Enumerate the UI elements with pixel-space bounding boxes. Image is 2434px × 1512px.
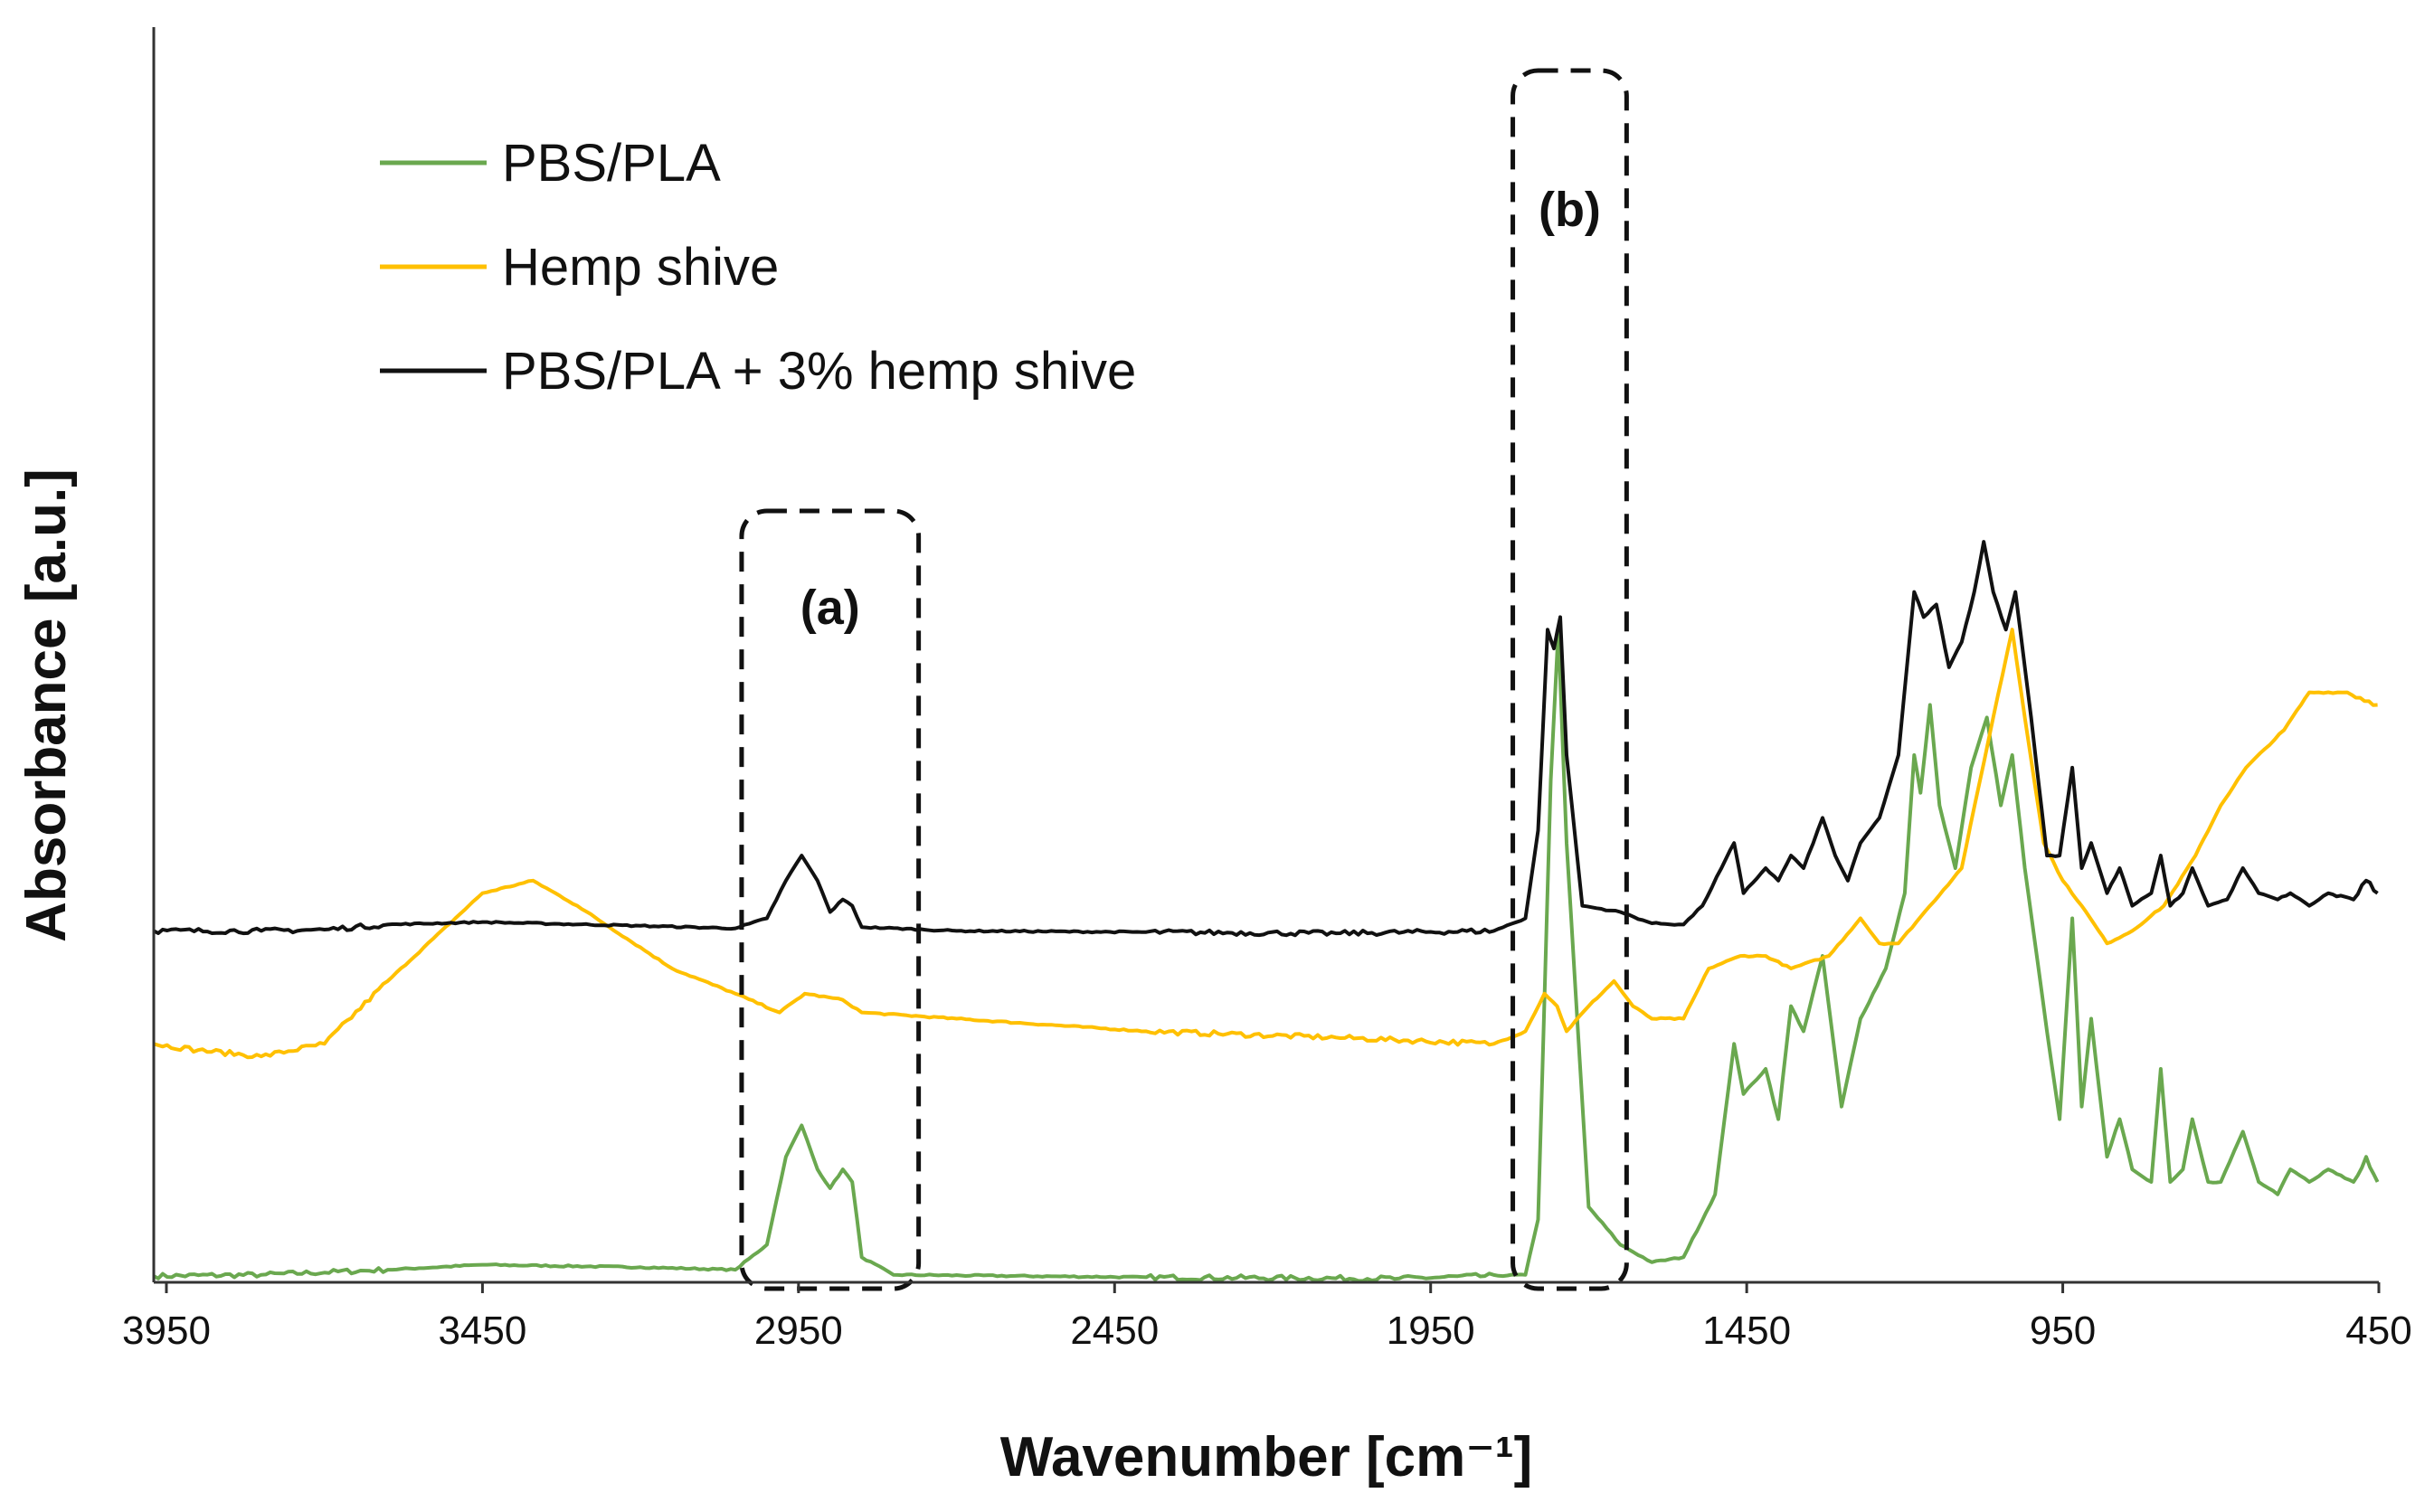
y-axis-title: Absorbance [a.u.]	[15, 468, 78, 942]
x-tick-label: 1450	[1702, 1309, 1791, 1353]
x-tick-label: 3450	[438, 1309, 526, 1353]
series-line-2	[153, 628, 2378, 1060]
annotation-box-1	[739, 508, 922, 1291]
legend-label-2: Hemp shive	[502, 238, 779, 297]
legend-label-1: PBS/PLA	[502, 134, 721, 193]
series-line-1	[153, 628, 2380, 1283]
x-tick-label: 2950	[754, 1309, 843, 1353]
series-line-3	[153, 540, 2379, 938]
legend-label-3: PBS/PLA + 3% hemp shive	[502, 342, 1136, 401]
annotation-label-1: (a)	[800, 581, 860, 635]
legend: PBS/PLA Hemp shive PBS/PLA + 3% hemp shive	[380, 134, 1136, 401]
annotation-box-2	[1511, 68, 1629, 1291]
series-layer	[153, 540, 2380, 1283]
annotation-layer: (a) (b)	[739, 68, 1629, 1291]
x-tick-label: 950	[2030, 1309, 2096, 1353]
x-tick-label: 1950	[1387, 1309, 1475, 1353]
x-tick-label: 3950	[122, 1309, 211, 1353]
x-tick-label: 2450	[1070, 1309, 1159, 1353]
x-tick-label: 450	[2345, 1309, 2411, 1353]
tick-layer: 3950 3450 2950 2450 1950 1450 950 450	[122, 1282, 2412, 1353]
axes-layer	[152, 27, 2379, 1284]
x-axis-title: Wavenumber [cm⁻¹]	[1000, 1426, 1533, 1488]
annotation-label-2: (b)	[1539, 183, 1601, 237]
